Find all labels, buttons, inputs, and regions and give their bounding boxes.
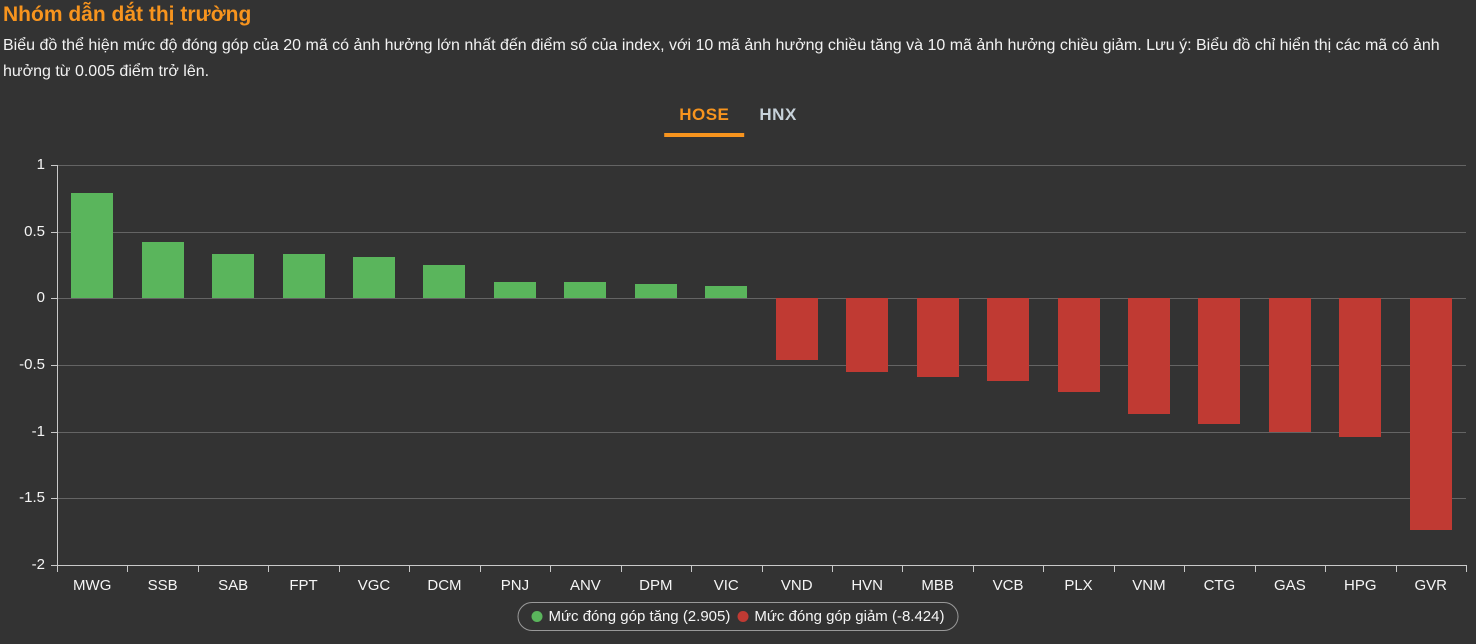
gridline	[57, 298, 1466, 300]
x-axis-tick	[409, 565, 411, 572]
x-axis-tick	[268, 565, 270, 572]
x-axis-tick	[1325, 565, 1327, 572]
gridline	[57, 365, 1466, 366]
bar-FPT[interactable]	[282, 254, 325, 299]
bar-MWG[interactable]	[71, 193, 114, 299]
x-axis-tick	[902, 565, 904, 572]
x-axis-label: VNM	[1132, 577, 1166, 594]
x-axis-label: HVN	[851, 577, 883, 594]
x-axis-tick	[691, 565, 693, 572]
y-axis-label: -1	[31, 422, 45, 440]
x-axis-tick	[831, 565, 833, 572]
x-axis-label: VND	[780, 577, 813, 594]
x-axis-label: VCB	[992, 577, 1024, 594]
x-axis-label: SSB	[147, 577, 178, 594]
x-axis-label: DPM	[639, 577, 673, 594]
bar-GAS[interactable]	[1268, 298, 1311, 432]
y-axis-label: 1	[36, 156, 45, 173]
legend-decrease-label: Mức đóng góp giảm (-8.424)	[754, 608, 945, 625]
x-axis-tick	[550, 565, 552, 572]
exchange-tabs: HOSE HNX	[664, 105, 812, 137]
contribution-chart: 1 0.5 0 -0.5 -1 -1.5 -2 MWG SSB SAB FPT VGC DCM PNJ AN…	[0, 150, 1476, 594]
x-axis-tick	[1184, 565, 1186, 572]
legend-increase-label: Mức đóng góp tăng (2.905)	[548, 608, 731, 625]
x-axis-tick	[620, 565, 622, 572]
x-axis-tick	[127, 565, 129, 572]
x-axis-label: VIC	[713, 577, 739, 594]
y-axis-label: -2	[31, 556, 45, 573]
x-axis-tick	[1113, 565, 1115, 572]
bar-SSB[interactable]	[141, 242, 184, 299]
tab-hnx[interactable]: HNX	[759, 105, 797, 124]
gridline	[57, 231, 1466, 233]
bar-ANV[interactable]	[564, 282, 607, 299]
bar-VND[interactable]	[775, 298, 818, 360]
x-axis-label: GVR	[1414, 577, 1448, 594]
x-axis-tick	[338, 565, 340, 572]
x-axis-tick	[761, 565, 763, 572]
x-axis-tick	[1466, 565, 1467, 572]
y-axis-label: -0.5	[19, 356, 45, 373]
x-axis-label: MWG	[73, 577, 112, 594]
x-axis-label: ANV	[569, 577, 601, 594]
x-axis-tick	[1043, 565, 1045, 572]
x-axis-tick	[479, 565, 481, 572]
x-axis-label: DCM	[427, 577, 462, 594]
y-axis-label: 0.5	[24, 222, 45, 240]
y-axis-tick	[51, 165, 57, 166]
gridline	[57, 431, 1466, 433]
y-axis-label: -1.5	[19, 489, 45, 507]
bar-CTG[interactable]	[1198, 298, 1241, 424]
legend-item-increase[interactable]: Mức đóng góp tăng (2.905)	[531, 608, 731, 625]
x-axis-label: HPG	[1344, 577, 1377, 594]
chart-legend: Mức đóng góp tăng (2.905) Mức đóng góp g…	[517, 602, 959, 631]
y-axis-tick	[51, 565, 57, 566]
tab-hose[interactable]: HOSE	[664, 105, 745, 137]
bar-MBB[interactable]	[916, 298, 959, 377]
bar-VCB[interactable]	[987, 298, 1030, 381]
legend-decrease-dot	[737, 611, 749, 622]
x-axis-tick	[1254, 565, 1256, 572]
x-axis-label: VGC	[357, 577, 391, 594]
x-axis-label: PLX	[1064, 577, 1093, 594]
legend-item-decrease[interactable]: Mức đóng góp giảm (-8.424)	[737, 608, 944, 625]
x-axis-tick	[1395, 565, 1397, 572]
x-axis-tick	[57, 565, 58, 572]
legend-increase-dot	[531, 611, 543, 622]
bar-DPM[interactable]	[634, 283, 677, 299]
page-description: Biểu đồ thể hiện mức độ đóng góp của 20 …	[3, 37, 1440, 80]
bar-HVN[interactable]	[846, 298, 889, 372]
x-axis-label: CTG	[1203, 577, 1236, 594]
gridline	[57, 498, 1466, 500]
y-axis-line	[57, 165, 58, 565]
x-axis-label: FPT	[289, 577, 318, 594]
y-axis-label: 0	[36, 289, 45, 307]
bar-VNM[interactable]	[1127, 298, 1170, 415]
x-axis-label: SAB	[218, 577, 249, 594]
bar-VIC[interactable]	[705, 286, 748, 299]
y-axis-tick	[51, 498, 57, 500]
gridline	[57, 165, 1466, 166]
page-title: Nhóm dẫn dắt thị trường	[3, 3, 252, 26]
y-axis-tick	[51, 365, 57, 366]
x-axis-label: MBB	[921, 577, 954, 594]
bar-PLX[interactable]	[1057, 298, 1100, 392]
x-axis-tick	[972, 565, 974, 572]
y-axis-tick	[51, 431, 57, 433]
x-axis-label: PNJ	[500, 577, 530, 594]
bar-VGC[interactable]	[353, 257, 396, 299]
x-axis-tick	[197, 565, 199, 572]
bar-PNJ[interactable]	[493, 282, 536, 299]
bar-GVR[interactable]	[1409, 298, 1452, 531]
bar-HPG[interactable]	[1339, 298, 1382, 437]
bar-SAB[interactable]	[212, 254, 255, 299]
bar-DCM[interactable]	[423, 265, 466, 299]
y-axis-tick	[51, 298, 57, 300]
y-axis-tick	[51, 231, 57, 233]
x-axis-label: GAS	[1274, 577, 1306, 594]
